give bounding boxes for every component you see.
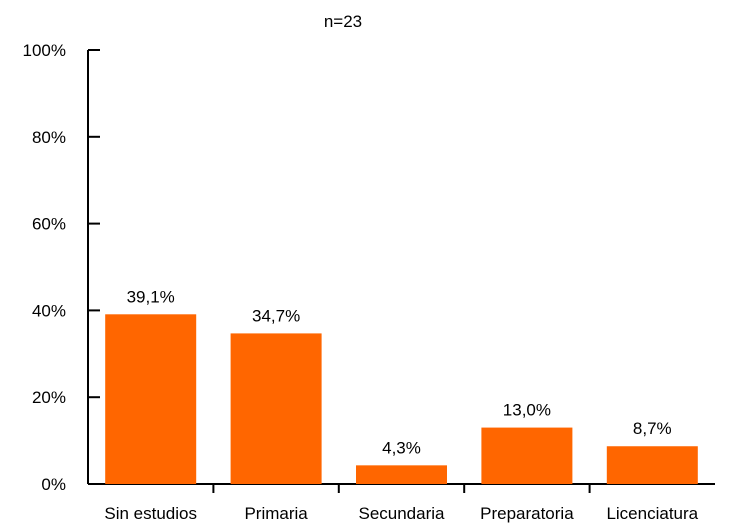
- x-category-label: Preparatoria: [480, 504, 574, 523]
- y-tick-label: 20%: [32, 388, 66, 407]
- bar: [481, 427, 573, 484]
- bar-value-label: 8,7%: [633, 419, 672, 438]
- y-tick-label: 100%: [23, 41, 66, 60]
- bar-value-label: 34,7%: [252, 306, 300, 325]
- x-category-label: Primaria: [244, 504, 308, 523]
- y-tick-label: 60%: [32, 215, 66, 234]
- x-category-label: Licenciatura: [606, 504, 698, 523]
- y-tick-label: 0%: [41, 475, 66, 494]
- bar: [230, 333, 322, 484]
- y-tick-label: 80%: [32, 128, 66, 147]
- bar-value-label: 39,1%: [127, 287, 175, 306]
- x-category-label: Secundaria: [358, 504, 445, 523]
- chart-title: n=23: [324, 12, 362, 31]
- bar: [356, 465, 447, 484]
- bar-value-label: 13,0%: [503, 401, 551, 420]
- bar: [105, 314, 197, 484]
- bar-value-label: 4,3%: [382, 438, 421, 457]
- bar: [606, 446, 698, 484]
- y-tick-label: 40%: [32, 301, 66, 320]
- x-category-label: Sin estudios: [104, 504, 197, 523]
